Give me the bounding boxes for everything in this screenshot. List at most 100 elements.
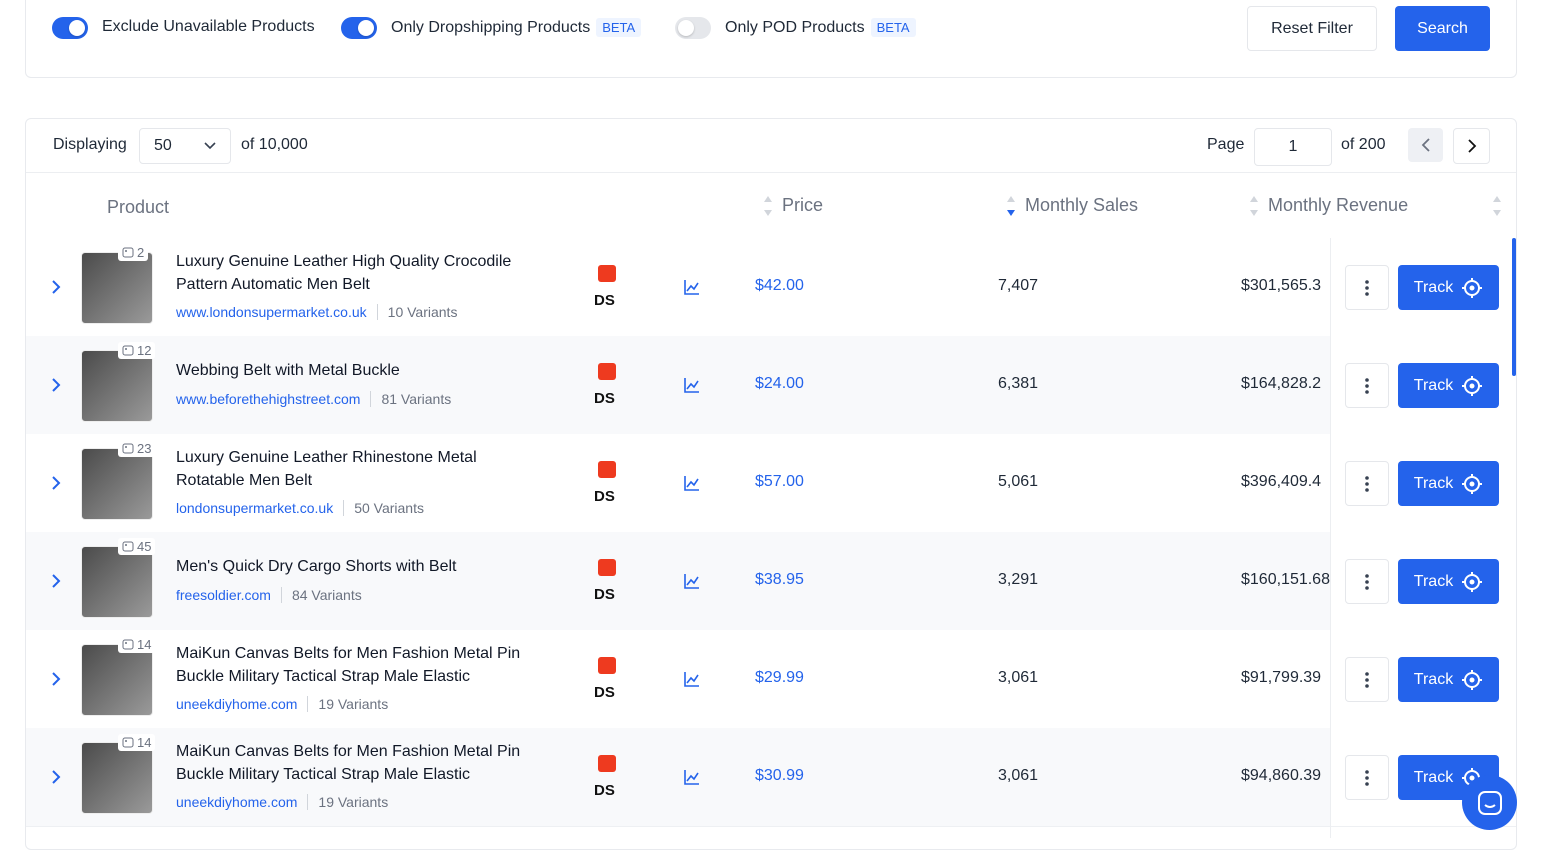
sort-icon[interactable] <box>1005 194 1017 218</box>
count: 23 <box>137 441 152 456</box>
monthly-sales: 7,407 <box>998 277 1039 294</box>
price: $57.00 <box>755 473 804 490</box>
more-button[interactable] <box>1345 755 1389 800</box>
store-url[interactable]: www.londonsupermarket.co.uk <box>176 304 367 320</box>
variants: 50 Variants <box>343 500 424 516</box>
trend-icon[interactable] <box>684 671 700 692</box>
monthly-sales: 6,381 <box>998 375 1039 392</box>
store-url[interactable]: londonsupermarket.co.uk <box>176 500 334 516</box>
track-button[interactable]: Track <box>1398 657 1499 702</box>
store-url[interactable]: www.beforethehighstreet.com <box>176 391 361 407</box>
track-label: Track <box>1413 474 1454 492</box>
search-button[interactable]: Search <box>1395 6 1490 51</box>
variants: 81 Variants <box>370 391 451 407</box>
expand-chevron[interactable] <box>51 672 61 691</box>
label-text: Only Dropshipping Products <box>391 18 591 36</box>
product-image[interactable] <box>81 742 153 814</box>
product-image[interactable] <box>81 252 153 324</box>
next-page[interactable] <box>1453 128 1490 164</box>
expand-chevron[interactable] <box>51 280 61 299</box>
column-header[interactable]: Product <box>107 197 170 217</box>
monthly-revenue: $301,565.3 <box>1241 277 1322 294</box>
monthly-revenue: $91,799.39 <box>1241 669 1322 686</box>
column-header[interactable]: Monthly Sales <box>1025 195 1139 215</box>
aliexpress-icon <box>598 363 616 380</box>
toggle-switch[interactable] <box>341 17 377 39</box>
product-title[interactable]: Luxury Genuine Leather High Quality Croc… <box>176 253 512 293</box>
store-url[interactable]: uneekdiyhome.com <box>176 794 298 810</box>
track-button[interactable]: Track <box>1398 559 1499 604</box>
product-image[interactable] <box>81 546 153 618</box>
table-row <box>26 434 1516 533</box>
expand-chevron[interactable] <box>51 476 61 495</box>
product-meta: londonsupermarket.co.uk 50 Variants <box>176 500 424 516</box>
label-text: Exclude Unavailable Products <box>102 18 315 35</box>
trend-icon[interactable] <box>684 475 700 496</box>
expand-chevron[interactable] <box>51 770 61 789</box>
variants: 19 Variants <box>307 794 388 810</box>
column-header[interactable]: Monthly Revenue <box>1268 195 1409 215</box>
target-icon <box>1462 571 1483 592</box>
column-header[interactable]: Price <box>782 195 824 215</box>
count: 2 <box>137 245 145 260</box>
prev-page[interactable] <box>1408 128 1443 162</box>
monthly-revenue: $94,860.39 <box>1241 767 1322 784</box>
trend-icon[interactable] <box>684 573 700 594</box>
product-meta: freesoldier.com 84 Variants <box>176 587 362 603</box>
target-icon <box>1462 669 1483 690</box>
target-icon <box>1462 375 1483 396</box>
variants: 19 Variants <box>307 696 388 712</box>
ds-badge: DS <box>594 782 615 799</box>
count: 14 <box>137 735 152 750</box>
toggle-switch[interactable] <box>675 17 711 39</box>
sort-icon[interactable] <box>1248 194 1260 218</box>
product-image[interactable] <box>81 448 153 520</box>
chat-button[interactable] <box>1462 775 1517 830</box>
more-button[interactable] <box>1345 559 1389 604</box>
table-row <box>26 336 1516 435</box>
sort-icon[interactable] <box>762 194 774 218</box>
more-button[interactable] <box>1345 265 1389 310</box>
page-input[interactable]: 1 <box>1254 128 1332 166</box>
expand-chevron[interactable] <box>51 378 61 397</box>
count: 14 <box>137 637 152 652</box>
price: $42.00 <box>755 277 804 294</box>
per-page-select[interactable]: 50 <box>139 128 231 164</box>
trend-icon[interactable] <box>684 377 700 398</box>
expand-chevron[interactable] <box>51 574 61 593</box>
reset-filter-button[interactable]: Reset Filter <box>1247 6 1377 51</box>
product-title[interactable]: Webbing Belt with Metal Buckle <box>176 362 400 379</box>
displaying-label: Displaying <box>53 136 127 153</box>
track-label: Track <box>1413 768 1454 786</box>
more-button[interactable] <box>1345 461 1389 506</box>
image-count: 14 <box>118 636 156 653</box>
more-button[interactable] <box>1345 363 1389 408</box>
monthly-sales: 5,061 <box>998 473 1039 490</box>
price: $38.95 <box>755 571 804 588</box>
beta-badge: BETA <box>870 18 916 37</box>
more-button[interactable] <box>1345 657 1389 702</box>
sort-icon[interactable] <box>1491 194 1503 218</box>
store-url[interactable]: freesoldier.com <box>176 587 271 603</box>
product-image[interactable] <box>81 644 153 716</box>
product-title[interactable]: Men's Quick Dry Cargo Shorts with Belt <box>176 558 457 575</box>
track-label: Track <box>1413 572 1454 590</box>
track-button[interactable]: Track <box>1398 265 1499 310</box>
track-button[interactable]: Track <box>1398 363 1499 408</box>
ds-badge: DS <box>594 586 615 603</box>
beta-badge: BETA <box>596 18 642 37</box>
store-url[interactable]: uneekdiyhome.com <box>176 696 298 712</box>
chevron-down <box>204 142 216 150</box>
toggle-switch[interactable] <box>52 17 88 39</box>
trend-icon[interactable] <box>684 769 700 790</box>
product-image[interactable] <box>81 350 153 422</box>
product-title[interactable]: MaiKun Canvas Belts for Men Fashion Meta… <box>176 743 521 783</box>
product-title[interactable]: Luxury Genuine Leather Rhinestone Metal … <box>176 449 477 489</box>
track-button[interactable]: Track <box>1398 461 1499 506</box>
product-title[interactable]: MaiKun Canvas Belts for Men Fashion Meta… <box>176 645 521 685</box>
trend-icon[interactable] <box>684 279 700 300</box>
toggle-knob <box>69 20 85 36</box>
target-icon <box>1462 473 1483 494</box>
variants: 10 Variants <box>376 304 457 320</box>
toggle-knob <box>678 20 694 36</box>
